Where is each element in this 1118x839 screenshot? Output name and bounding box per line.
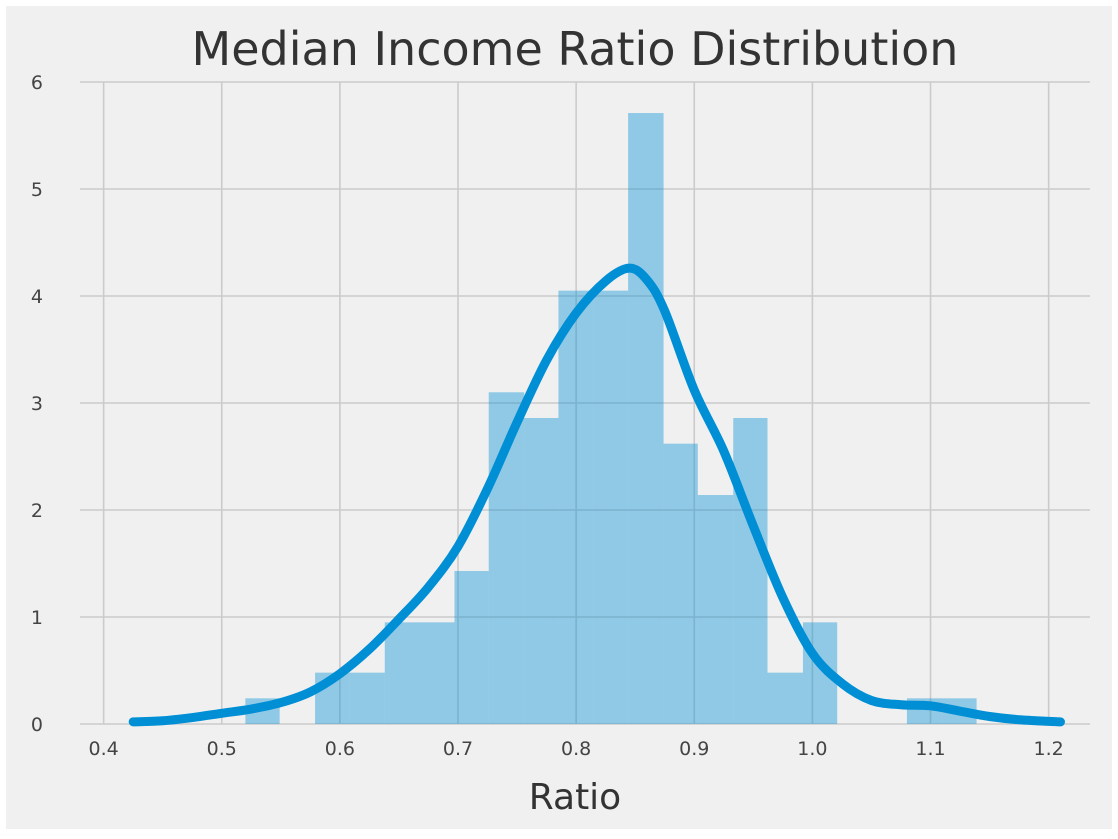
kde-curve-layer	[128, 263, 1065, 727]
y-tick-label: 5	[31, 179, 43, 201]
x-tick-label: 0.4	[89, 738, 119, 760]
histogram-bar	[697, 495, 734, 724]
chart-title: Median Income Ratio Distribution	[192, 22, 959, 76]
x-tick-label: 0.9	[679, 738, 709, 760]
histogram-bar	[628, 113, 664, 724]
x-tick-label: 0.7	[443, 738, 473, 760]
histogram-bar	[767, 672, 803, 724]
kde-curve	[128, 263, 1065, 727]
histogram-bars	[245, 113, 977, 724]
y-tick-label: 4	[31, 286, 43, 308]
histogram-bar	[558, 290, 594, 724]
histogram-bar	[663, 443, 698, 724]
histogram-bar	[384, 622, 420, 724]
histogram-bar	[524, 417, 559, 724]
histogram-bar	[349, 672, 385, 724]
y-tick-label: 6	[31, 72, 43, 94]
x-tick-label: 1.1	[915, 738, 945, 760]
x-tick-label: 1.0	[797, 738, 827, 760]
y-tick-label: 1	[31, 607, 43, 629]
y-tick-label: 2	[31, 500, 43, 522]
x-tick-label: 1.2	[1034, 738, 1064, 760]
histogram-bar	[593, 290, 629, 724]
y-tick-label: 3	[31, 393, 43, 415]
x-tick-label: 0.6	[325, 738, 355, 760]
x-axis-label: Ratio	[529, 777, 621, 818]
histogram-bar	[419, 622, 455, 724]
figure-background	[6, 6, 1112, 829]
histogram-bar	[454, 570, 489, 724]
tick-labels: 0.4 0.5 0.6 0.7 0.8 0.9 1.0 1.1 1.2 0 1 2 3 4 5 6	[31, 72, 1064, 760]
y-tick-label: 0	[31, 714, 43, 736]
x-tick-label: 0.8	[561, 738, 591, 760]
x-tick-label: 0.5	[207, 738, 237, 760]
histogram-bar	[733, 417, 768, 724]
